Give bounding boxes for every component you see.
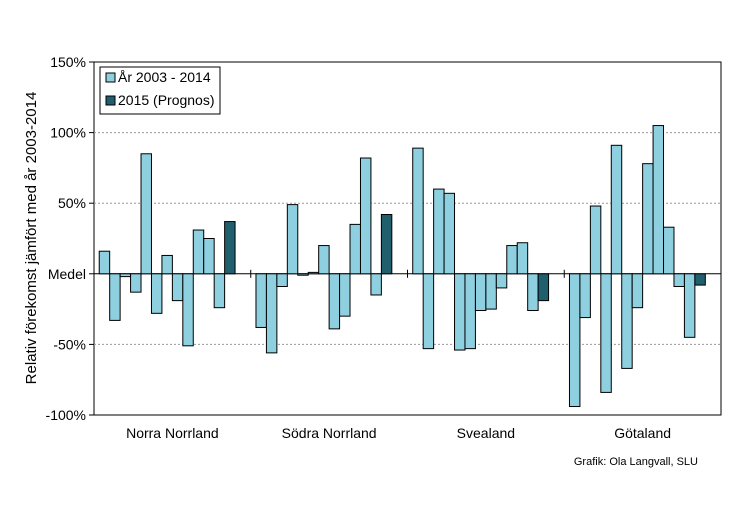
bar-history xyxy=(140,153,152,275)
y-tick-label: 150% xyxy=(50,54,86,70)
bar-history xyxy=(98,250,111,275)
bar-history xyxy=(433,188,445,275)
y-axis-label: Relativ förekomst jämfört med år 2003-20… xyxy=(23,92,40,385)
bar-history xyxy=(474,273,487,312)
bar-history xyxy=(150,273,163,314)
legend-label-forecast: 2015 (Prognos) xyxy=(118,92,215,108)
bar-history xyxy=(349,223,361,275)
bar-history xyxy=(422,273,435,350)
bar-history xyxy=(589,205,602,275)
bar-history xyxy=(307,271,320,275)
bar-history xyxy=(683,273,696,338)
bar-history xyxy=(370,273,382,296)
bar-history xyxy=(297,273,309,276)
category-label: Svealand xyxy=(457,425,515,441)
bar-history xyxy=(182,273,194,347)
bar-history xyxy=(130,273,142,293)
bar-forecast xyxy=(537,273,550,302)
category-label: Götaland xyxy=(614,425,671,441)
bar-history xyxy=(265,273,278,354)
bar-history xyxy=(485,273,497,310)
bar-history xyxy=(412,147,424,275)
legend: År 2003 - 2014 2015 (Prognos) xyxy=(99,66,221,115)
credit-text: Grafik: Ola Langvall, SLU xyxy=(574,456,698,468)
category-label: Norra Norrland xyxy=(126,425,219,441)
y-tick-labels: 150% 100% 50% Medel -50% -100% xyxy=(46,54,94,423)
y-tick-label: -100% xyxy=(46,407,86,423)
bar-history xyxy=(192,229,205,275)
bar-history xyxy=(359,157,372,275)
bar-history xyxy=(203,238,215,275)
bar-history xyxy=(119,273,132,278)
bar-history xyxy=(255,273,267,328)
bar-history xyxy=(213,273,226,309)
category-label: Södra Norrland xyxy=(282,425,377,441)
bar-forecast xyxy=(224,221,236,275)
bar-history xyxy=(454,273,466,351)
bar-forecast xyxy=(380,213,393,275)
bar-history xyxy=(579,273,591,319)
legend-swatch-forecast xyxy=(105,95,116,106)
bar-history xyxy=(171,273,184,302)
bar-history xyxy=(286,204,299,275)
bar-history xyxy=(673,273,685,288)
bar-history xyxy=(464,273,476,350)
bar-history xyxy=(663,226,675,275)
bar-history xyxy=(631,273,644,309)
bar-history xyxy=(506,245,518,275)
bar-history xyxy=(621,273,633,369)
legend-box xyxy=(99,66,221,115)
y-tick-label: -50% xyxy=(53,336,86,352)
bar-history xyxy=(161,254,173,275)
bar-forecast xyxy=(694,273,706,286)
bar-history xyxy=(318,245,330,275)
legend-swatch-history xyxy=(105,72,116,83)
y-tick-label: Medel xyxy=(48,266,86,282)
category-labels: Norra Norrland Södra Norrland Svealand Göta… xyxy=(126,425,671,441)
bar-history xyxy=(109,273,121,321)
bar-history xyxy=(495,273,508,289)
bar-history xyxy=(568,273,581,408)
y-tick-label: 100% xyxy=(50,125,86,141)
bars xyxy=(98,125,706,408)
bar-history xyxy=(642,163,654,275)
bar-history xyxy=(516,242,529,275)
bar-history xyxy=(443,192,456,275)
bar-history xyxy=(276,273,288,288)
bar-history xyxy=(527,273,539,312)
legend-label-history: År 2003 - 2014 xyxy=(118,69,211,85)
bar-history xyxy=(652,125,665,275)
y-tick-label: 50% xyxy=(58,195,86,211)
bar-history xyxy=(610,144,623,275)
bar-history xyxy=(328,273,341,330)
bar-history xyxy=(600,273,612,393)
bar-history xyxy=(339,273,351,317)
